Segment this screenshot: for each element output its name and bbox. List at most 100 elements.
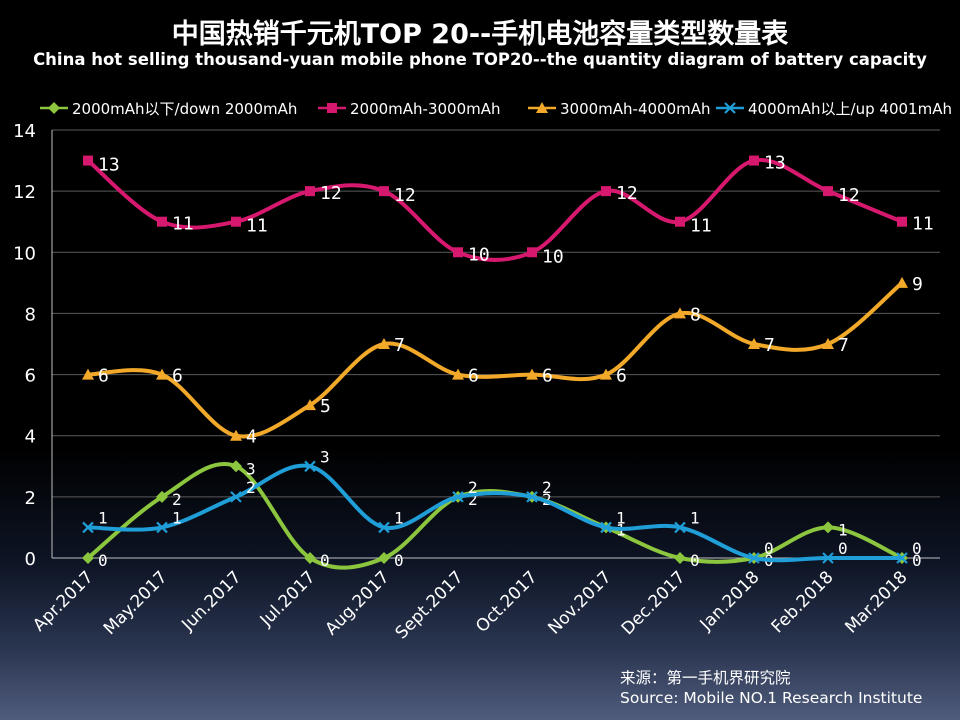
data-point [82, 552, 94, 564]
x-tick-label: Jan.2018 [696, 567, 764, 635]
data-point [897, 216, 907, 227]
data-point [526, 491, 538, 503]
data-point [896, 552, 908, 564]
data-point [378, 552, 390, 564]
legend-swatch-marker [327, 103, 337, 113]
data-label: 5 [320, 396, 331, 417]
data-point [156, 521, 168, 534]
data-label: 6 [542, 366, 553, 387]
data-label: 1 [394, 508, 404, 527]
data-point [378, 521, 390, 534]
source-note: 来源：第一手机界研究院 Source: Mobile NO.1 Research… [620, 668, 922, 708]
x-tick-label: Jun.2017 [177, 567, 245, 635]
x-tick-label: Aug.2017 [321, 567, 393, 639]
data-point [230, 491, 242, 503]
x-tick-label: Dec.2017 [618, 567, 690, 639]
y-tick-label: 0 [25, 549, 36, 570]
data-label: 2 [468, 478, 478, 497]
data-label: 7 [764, 335, 775, 356]
data-label: 11 [246, 216, 268, 237]
chart-subtitle: China hot selling thousand-yuan mobile p… [33, 50, 927, 69]
data-label: 2 [246, 478, 256, 497]
data-label: 6 [468, 366, 479, 387]
x-tick-label: Sept.2017 [392, 567, 468, 643]
y-tick-label: 2 [25, 488, 36, 509]
data-label: 7 [394, 335, 405, 356]
data-point [674, 521, 686, 534]
data-point [674, 552, 686, 564]
data-label: 0 [394, 551, 404, 570]
data-point [896, 276, 908, 288]
data-point [304, 399, 316, 411]
data-label: 11 [172, 214, 194, 235]
data-label: 1 [616, 508, 626, 527]
data-point [452, 491, 464, 503]
data-point [379, 186, 389, 197]
y-tick-label: 10 [13, 243, 36, 264]
data-point [304, 460, 316, 473]
chart-title: 中国热销千元机TOP 20--手机电池容量类型数量表 [171, 19, 789, 50]
data-point [823, 186, 833, 197]
data-point [156, 490, 168, 503]
data-label: 0 [838, 539, 848, 558]
data-label: 10 [468, 244, 490, 265]
data-point [305, 186, 315, 197]
data-label: 1 [172, 508, 182, 527]
series-line [86, 280, 904, 439]
data-point [527, 247, 537, 258]
data-point [231, 216, 241, 227]
data-label: 2 [468, 490, 478, 509]
data-label: 1 [98, 508, 108, 527]
x-tick-label: Apr.2017 [29, 567, 97, 635]
series-line [86, 157, 904, 262]
data-point [674, 307, 686, 319]
data-label: 1 [838, 520, 848, 539]
data-label: 2 [542, 490, 552, 509]
source-line-english: Source: Mobile NO.1 Research Institute [620, 689, 923, 707]
legend-label: 3000mAh-4000mAh [560, 100, 711, 118]
data-label: 2 [172, 490, 182, 509]
data-label: 6 [616, 366, 627, 387]
data-point [822, 552, 834, 564]
y-tick-label: 14 [13, 121, 36, 142]
data-point [83, 155, 93, 166]
x-tick-label: Nov.2017 [544, 567, 615, 638]
data-label: 9 [912, 274, 923, 295]
data-point [526, 368, 538, 380]
data-label: 3 [246, 459, 256, 478]
data-label: 4 [246, 427, 257, 448]
x-tick-label: May.2017 [100, 567, 172, 639]
data-point [230, 460, 242, 473]
legend-swatch-marker [724, 102, 736, 114]
data-label: 13 [764, 153, 786, 174]
legend-swatch-marker [48, 102, 60, 114]
data-point [230, 429, 242, 441]
data-point [157, 216, 167, 227]
source-line-chinese: 来源：第一手机界研究院 [620, 669, 791, 687]
data-label: 12 [394, 185, 416, 206]
x-tick-label: Oct.2017 [472, 567, 541, 636]
x-tick-label: Feb.2018 [768, 567, 838, 637]
data-label: 2 [542, 478, 552, 497]
data-label: 0 [912, 539, 922, 558]
y-tick-label: 8 [25, 304, 36, 325]
data-point [452, 368, 464, 380]
data-point [822, 338, 834, 349]
data-label: 6 [98, 366, 109, 387]
data-point [749, 155, 759, 166]
data-label: 3 [320, 447, 330, 466]
data-point [601, 186, 611, 197]
legend-label: 2000mAh以下/down 2000mAh [72, 100, 297, 118]
data-point [378, 338, 390, 349]
y-tick-label: 6 [25, 366, 36, 387]
data-label: 8 [690, 304, 701, 325]
legend-label: 2000mAh-3000mAh [350, 100, 501, 118]
data-point [82, 368, 94, 380]
data-point [748, 338, 760, 349]
legend-label: 4000mAh以上/up 4001mAh [748, 100, 952, 118]
data-label: 13 [98, 155, 120, 176]
data-label: 12 [616, 183, 638, 204]
data-point [748, 552, 760, 564]
data-label: 0 [764, 539, 774, 558]
